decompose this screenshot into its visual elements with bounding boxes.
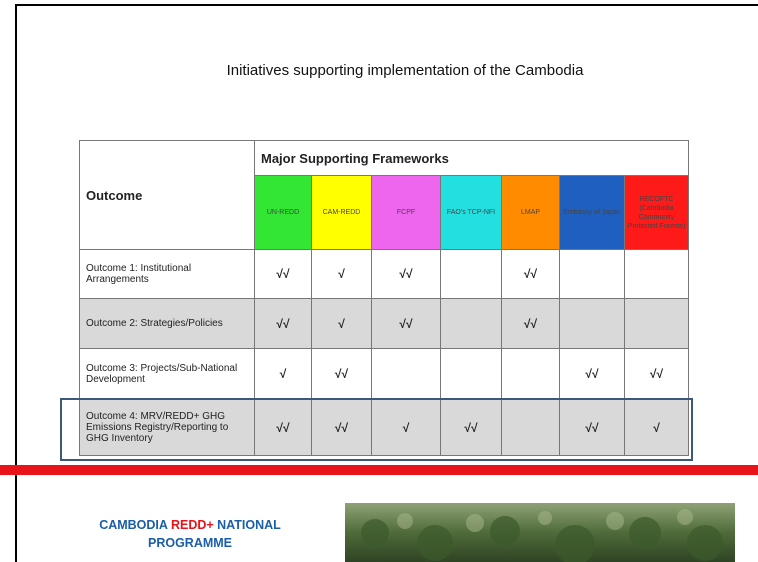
slide: Initiatives supporting implementation of…	[0, 0, 758, 562]
column-header: CAM-REDD	[312, 176, 372, 250]
support-cell: √√	[502, 250, 560, 299]
footer-word: REDD+	[171, 518, 214, 532]
support-cell: √√	[502, 299, 560, 349]
frame-line	[15, 4, 758, 6]
support-cell: √√	[560, 349, 625, 400]
outcome-row: Outcome 2: Strategies/Policies√√√√√√√	[80, 299, 689, 349]
support-cell: √√	[625, 349, 689, 400]
support-cell: √√	[312, 349, 372, 400]
support-cell: √√	[372, 250, 441, 299]
support-cell	[372, 349, 441, 400]
column-header: UN-REDD	[255, 176, 312, 250]
outcome-row: Outcome 3: Projects/Sub-National Develop…	[80, 349, 689, 400]
support-cell: √√	[255, 250, 312, 299]
column-header: Embassy of Japan	[560, 176, 625, 250]
outcome-cell: Outcome 1: Institutional Arrangements	[80, 250, 255, 299]
support-cell: √	[312, 299, 372, 349]
highlight-box	[60, 398, 693, 461]
outcome-row: Outcome 1: Institutional Arrangements√√√…	[80, 250, 689, 299]
support-cell	[502, 349, 560, 400]
outcome-cell: Outcome 2: Strategies/Policies	[80, 299, 255, 349]
support-cell: √√	[255, 299, 312, 349]
column-header: RECOFTC (Cambodia Community Protected Fo…	[625, 176, 689, 250]
column-header: FAO's TCP-NFI	[441, 176, 502, 250]
column-header: LMAP	[502, 176, 560, 250]
support-cell	[441, 299, 502, 349]
support-cell	[625, 250, 689, 299]
support-cell	[560, 299, 625, 349]
support-cell	[625, 299, 689, 349]
red-bar	[0, 465, 758, 475]
outcome-cell: Outcome 3: Projects/Sub-National Develop…	[80, 349, 255, 400]
column-header: FCPF	[372, 176, 441, 250]
support-cell: √	[312, 250, 372, 299]
support-cell	[560, 250, 625, 299]
support-cell: √	[255, 349, 312, 400]
outcome-header: Outcome	[80, 141, 255, 250]
slide-title: Initiatives supporting implementation of…	[60, 62, 750, 79]
support-cell	[441, 349, 502, 400]
support-cell: √√	[372, 299, 441, 349]
forest-image	[345, 503, 735, 562]
footer-text: CAMBODIA REDD+ NATIONAL PROGRAMME	[90, 516, 290, 552]
group-header: Major Supporting Frameworks	[255, 141, 689, 176]
footer-word: NATIONAL PROGRAMME	[148, 518, 281, 550]
footer-word: CAMBODIA	[99, 518, 167, 532]
support-cell	[441, 250, 502, 299]
frame-line	[15, 4, 17, 562]
